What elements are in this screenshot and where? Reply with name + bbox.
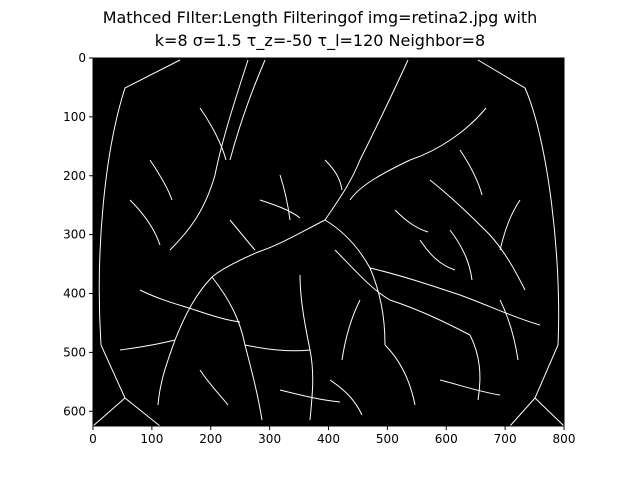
- x-tick-label: 200: [199, 432, 222, 446]
- vessel-segment: [469, 334, 481, 401]
- y-tick-label: 500: [63, 345, 86, 359]
- x-tick-label: 100: [140, 432, 163, 446]
- x-tick-label: 0: [89, 432, 97, 446]
- vessel-segment: [92, 397, 126, 427]
- vessel-segment: [199, 107, 227, 161]
- vessel-segment: [149, 159, 173, 201]
- vessel-segment: [98, 59, 181, 427]
- vessel-segment: [211, 219, 326, 278]
- vessel-segment: [334, 249, 471, 336]
- vessel-segment: [229, 59, 266, 161]
- vessel-segment: [419, 239, 456, 271]
- vessel-segment: [244, 344, 311, 352]
- vessel-segment: [369, 267, 541, 326]
- vessel-segment: [499, 299, 519, 361]
- x-tick-label: 800: [553, 432, 576, 446]
- vessel-segment: [199, 369, 229, 406]
- vessel-segment: [449, 229, 473, 281]
- y-tick-label: 100: [63, 110, 86, 124]
- x-tick-label: 400: [317, 432, 340, 446]
- x-axis: 0 100 200 300 400 500 600 700 800: [89, 426, 575, 446]
- x-tick-label: 700: [494, 432, 517, 446]
- y-tick-label: 300: [63, 228, 86, 242]
- x-tick-label: 500: [376, 432, 399, 446]
- vessel-segment: [429, 179, 526, 291]
- vessel-segment: [394, 209, 429, 233]
- vessel-segment: [279, 389, 341, 403]
- vessel-segment: [229, 219, 256, 251]
- image-background: [93, 58, 564, 426]
- vessel-segment: [439, 379, 501, 396]
- vessel-segment: [324, 59, 409, 221]
- title-params: k=8 σ=1.5 τ_z=-50 τ_l=120 Neighbor=8: [154, 31, 486, 50]
- figure-title-line-1: Mathced FIlter:Length Filteringof img=re…: [102, 8, 538, 27]
- vessel-segment: [139, 289, 241, 323]
- vessel-segment: [341, 299, 361, 361]
- vessel-segment: [324, 159, 343, 191]
- vessel-segment: [459, 149, 483, 196]
- vessel-segment: [129, 199, 161, 246]
- vessel-segment: [384, 344, 416, 406]
- vessel-segment: [477, 59, 560, 427]
- y-tick-label: 400: [63, 287, 86, 301]
- vessel-segment: [169, 59, 249, 251]
- vessel-segment: [499, 199, 521, 251]
- vessel-map: [92, 59, 565, 427]
- vessel-segment: [349, 107, 487, 201]
- vessel-segment: [259, 199, 301, 219]
- vessel-segment: [534, 397, 565, 427]
- vessel-segment: [279, 174, 291, 221]
- y-tick-label: 600: [63, 404, 86, 418]
- y-axis: 0 100 200 300 400 500 600: [63, 51, 93, 418]
- vessel-segment: [329, 379, 363, 416]
- y-tick-label: 200: [63, 169, 86, 183]
- figure-title-line-2: k=8 σ=1.5 τ_z=-50 τ_l=120 Neighbor=8: [0, 31, 640, 51]
- y-tick-label: 0: [78, 51, 86, 65]
- x-tick-label: 300: [258, 432, 281, 446]
- x-tick-label: 600: [435, 432, 458, 446]
- vessel-segment: [119, 339, 176, 351]
